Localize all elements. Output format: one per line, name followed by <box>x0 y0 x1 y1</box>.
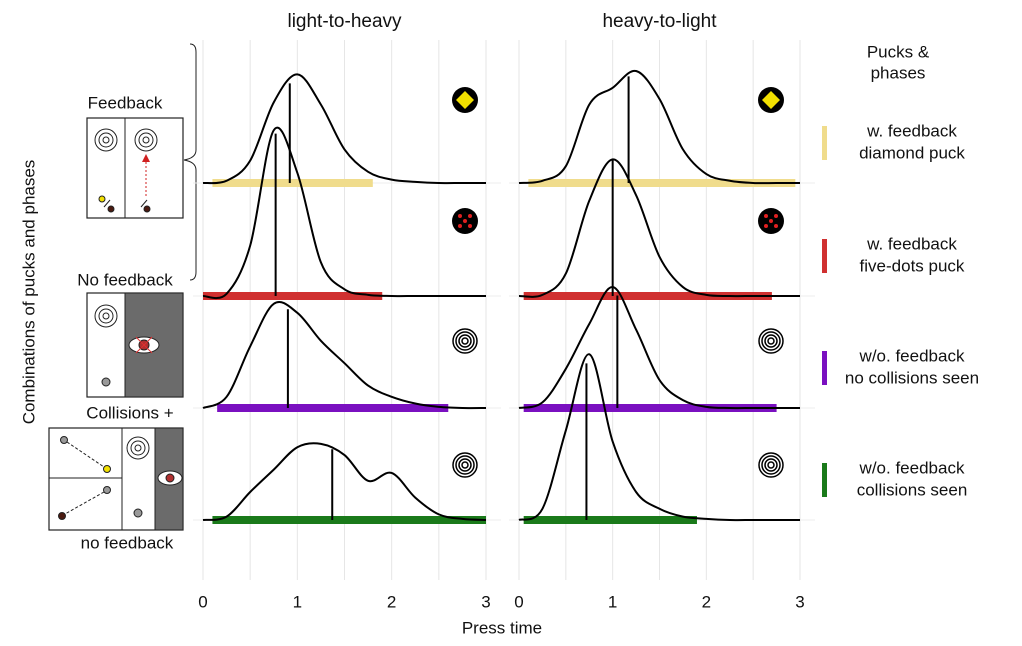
legend-label: diamond puck <box>859 143 965 162</box>
legend-label: no collisions seen <box>845 368 979 387</box>
legend-swatch <box>822 463 827 497</box>
annotation: no feedback <box>81 533 174 552</box>
legend-label: w/o. feedback <box>859 346 965 365</box>
x-axis-label: Press time <box>462 618 542 637</box>
puck-icons <box>452 87 784 478</box>
x-tick-label: 2 <box>387 592 396 611</box>
density-curve <box>518 158 800 298</box>
density-curve <box>202 301 487 410</box>
legend-label: w. feedback <box>866 234 957 253</box>
rug <box>212 179 373 187</box>
legend-label: w/o. feedback <box>859 458 965 477</box>
x-tick-label: 3 <box>795 592 804 611</box>
no-feedback-illustration <box>86 292 184 398</box>
legend-label: w. feedback <box>866 121 957 140</box>
annotation: No feedback <box>77 270 173 289</box>
rug <box>523 516 697 524</box>
rug <box>217 404 449 412</box>
x-tick-label: 1 <box>608 592 617 611</box>
legend-swatch <box>822 351 827 385</box>
annotation: Collisions + <box>86 403 173 422</box>
density-curve <box>202 126 486 300</box>
collisions-illustration <box>48 427 184 531</box>
rug <box>528 179 796 187</box>
y-axis-label: Combinations of pucks and phases <box>19 160 38 425</box>
legend-swatch <box>822 239 827 273</box>
legend-label: collisions seen <box>857 480 968 499</box>
density-curve <box>202 442 487 521</box>
bracket <box>183 43 197 281</box>
rug <box>212 516 486 524</box>
x-tick-label: 0 <box>514 592 523 611</box>
feedback-illustration <box>86 117 184 219</box>
panel-title: light-to-heavy <box>287 11 402 32</box>
rug <box>203 292 383 300</box>
x-tick-label: 0 <box>198 592 207 611</box>
rug <box>523 292 772 300</box>
panel-title: heavy-to-light <box>602 11 717 32</box>
density-curve <box>518 69 800 185</box>
legend-swatch <box>822 126 827 160</box>
x-tick-label: 3 <box>481 592 490 611</box>
legend-label: five-dots puck <box>860 256 965 275</box>
density-curve <box>202 73 486 185</box>
density-curve <box>518 353 800 522</box>
annotation: Feedback <box>88 93 163 112</box>
x-tick-label: 2 <box>702 592 711 611</box>
rug <box>523 404 777 412</box>
legend-title: phases <box>871 63 926 82</box>
x-tick-label: 1 <box>293 592 302 611</box>
density-curve <box>518 286 800 410</box>
legend-title: Pucks & <box>867 42 930 61</box>
